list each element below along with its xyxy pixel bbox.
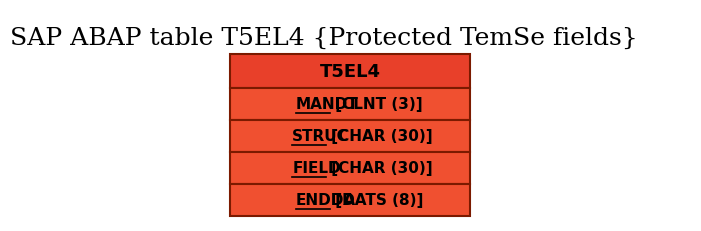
Text: [CLNT (3)]: [CLNT (3)] xyxy=(329,97,422,112)
Text: [CHAR (30)]: [CHAR (30)] xyxy=(326,161,433,176)
Bar xyxy=(230,55,470,89)
Bar xyxy=(230,152,470,184)
Text: [DATS (8)]: [DATS (8)] xyxy=(329,193,423,208)
Text: ENDDA: ENDDA xyxy=(296,193,355,208)
Text: STRUC: STRUC xyxy=(292,129,349,144)
Bar xyxy=(230,89,470,121)
Text: SAP ABAP table T5EL4 {Protected TemSe fields}: SAP ABAP table T5EL4 {Protected TemSe fi… xyxy=(10,26,638,49)
Text: FIELD: FIELD xyxy=(292,161,341,176)
Text: [CHAR (30)]: [CHAR (30)] xyxy=(326,129,433,144)
Text: T5EL4: T5EL4 xyxy=(320,63,381,81)
Text: MANDT: MANDT xyxy=(296,97,358,112)
Bar xyxy=(230,184,470,216)
Bar xyxy=(230,121,470,152)
